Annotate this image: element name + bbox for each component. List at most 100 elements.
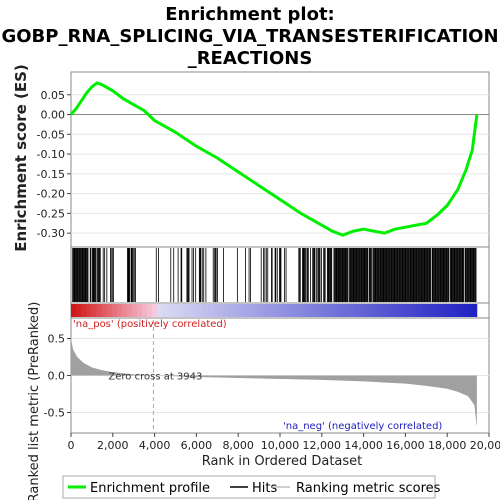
rank-color-cell [172, 304, 178, 317]
x-tick-label: 12,000 [303, 439, 342, 452]
rank-color-cell [365, 304, 371, 317]
x-tick-label: 20,000 [470, 439, 500, 452]
metric-x-ticks: 0 2,000 4,000 6,000 8,000 10,000 12,000 14,000 1… [68, 433, 500, 452]
metric-tick-label: 0.0 [48, 370, 66, 383]
rank-color-cell [111, 304, 118, 317]
rank-color-cell [268, 304, 275, 317]
rank-color-cell [167, 304, 173, 317]
es-tick-label: -0.15 [37, 168, 65, 181]
rank-color-cell [466, 304, 473, 317]
x-tick-label: 4,000 [139, 439, 171, 452]
rank-color-cell [421, 304, 427, 317]
rank-color-cell [253, 304, 260, 317]
rank-color-cell [314, 304, 321, 317]
rank-color-cell [273, 304, 280, 317]
rank-color-cell [81, 304, 87, 317]
rank-color-cell [299, 304, 305, 317]
rank-color-cell [91, 304, 97, 317]
rank-color-cell [187, 304, 194, 317]
es-tick-label: -0.05 [37, 128, 65, 141]
rank-color-cell [284, 304, 290, 317]
es-tick-label: -0.30 [37, 227, 65, 240]
metric-y-ticks: 0.5 0.0 -0.5 [44, 333, 71, 420]
rank-color-cell [350, 304, 356, 317]
rank-color-cell [355, 304, 361, 317]
rank-color-cell [380, 304, 386, 317]
x-tick-label: 0 [68, 439, 75, 452]
rank-color-cell [248, 304, 255, 317]
rank-color-cell [431, 304, 437, 317]
x-tick-label: 10,000 [261, 439, 300, 452]
rank-color-cell [218, 304, 224, 317]
x-tick-label: 16,000 [386, 439, 425, 452]
x-axis-label: Rank in Ordered Dataset [202, 454, 363, 469]
rank-color-cell [441, 304, 447, 317]
rank-color-cell [375, 304, 381, 317]
rank-color-cell [233, 304, 239, 317]
rank-color-cell [197, 304, 204, 317]
rank-color-cell [289, 304, 295, 317]
rank-color-cell [101, 304, 107, 317]
rank-color-cell [243, 304, 249, 317]
rank-color-cell [147, 304, 153, 317]
metric-tick-label: 0.5 [48, 333, 66, 346]
rank-color-cell [121, 304, 128, 317]
metric-y-label: Ranked list metric (PreRanked) [27, 302, 42, 500]
rank-color-cell [228, 304, 234, 317]
rank-color-cell [263, 304, 270, 317]
title-line-2: GOBP_RNA_SPLICING_VIA_TRANSESTERIFICATIO… [1, 26, 498, 47]
rank-color-cell [309, 304, 315, 317]
es-panel [70, 71, 490, 248]
hit-marks [72, 248, 477, 302]
rank-color-cell [334, 304, 341, 317]
positive-label: 'na_pos' (positively correlated) [73, 319, 227, 330]
legend-label-hits: Hits [252, 481, 277, 496]
x-tick-label: 18,000 [428, 439, 467, 452]
rank-color-cell [96, 304, 102, 317]
es-y-label: Enrichment score (ES) [12, 64, 30, 252]
rank-color-cell [162, 304, 168, 317]
es-tick-label: -0.20 [37, 188, 65, 201]
rank-color-cell [360, 304, 366, 317]
es-tick-label: 0.00 [41, 109, 66, 122]
rank-color-cell [126, 304, 133, 317]
rank-color-cell [344, 304, 351, 317]
rank-color-cell [86, 304, 92, 317]
rank-color-cell [319, 304, 326, 317]
rank-color-cell [395, 304, 402, 317]
rank-color-cell [157, 304, 163, 317]
es-tick-label: 0.05 [41, 89, 66, 102]
negative-label: 'na_neg' (negatively correlated) [283, 421, 442, 432]
x-tick-label: 6,000 [181, 439, 213, 452]
rank-color-cell [456, 304, 463, 317]
rank-color-cell [405, 304, 412, 317]
legend-label-metric: Ranking metric scores [296, 481, 441, 496]
title-line-3: _REACTIONS [188, 48, 313, 69]
es-tick-label: -0.10 [37, 148, 65, 161]
rank-color-cell [294, 304, 300, 317]
rank-color-cell [116, 304, 123, 317]
rank-color-cell [192, 304, 199, 317]
rank-color-cell [136, 304, 143, 317]
rank-color-cell [279, 304, 285, 317]
rank-color-cell [223, 304, 229, 317]
enrichment-profile-line [69, 81, 479, 237]
ranking-metric-area [71, 338, 477, 428]
es-tick-label: -0.25 [37, 207, 65, 220]
rank-color-cell [461, 304, 468, 317]
rank-color-cell [238, 304, 244, 317]
rank-color-cell [400, 304, 407, 317]
x-tick-label: 8,000 [222, 439, 254, 452]
rank-color-cell [436, 304, 442, 317]
rank-color-cell [76, 304, 82, 317]
rank-color-cell [415, 304, 422, 317]
rank-color-cell [410, 304, 417, 317]
rank-color-cell [182, 304, 189, 317]
x-tick-label: 2,000 [97, 439, 129, 452]
rank-color-cell [451, 304, 457, 317]
es-y-ticks: 0.05 0.00 -0.05 -0.10 -0.15 -0.20 -0.25 -0.30 [37, 89, 71, 240]
rank-color-cell [426, 304, 432, 317]
rank-color-cell [177, 304, 184, 317]
rank-color-cell [213, 304, 219, 317]
